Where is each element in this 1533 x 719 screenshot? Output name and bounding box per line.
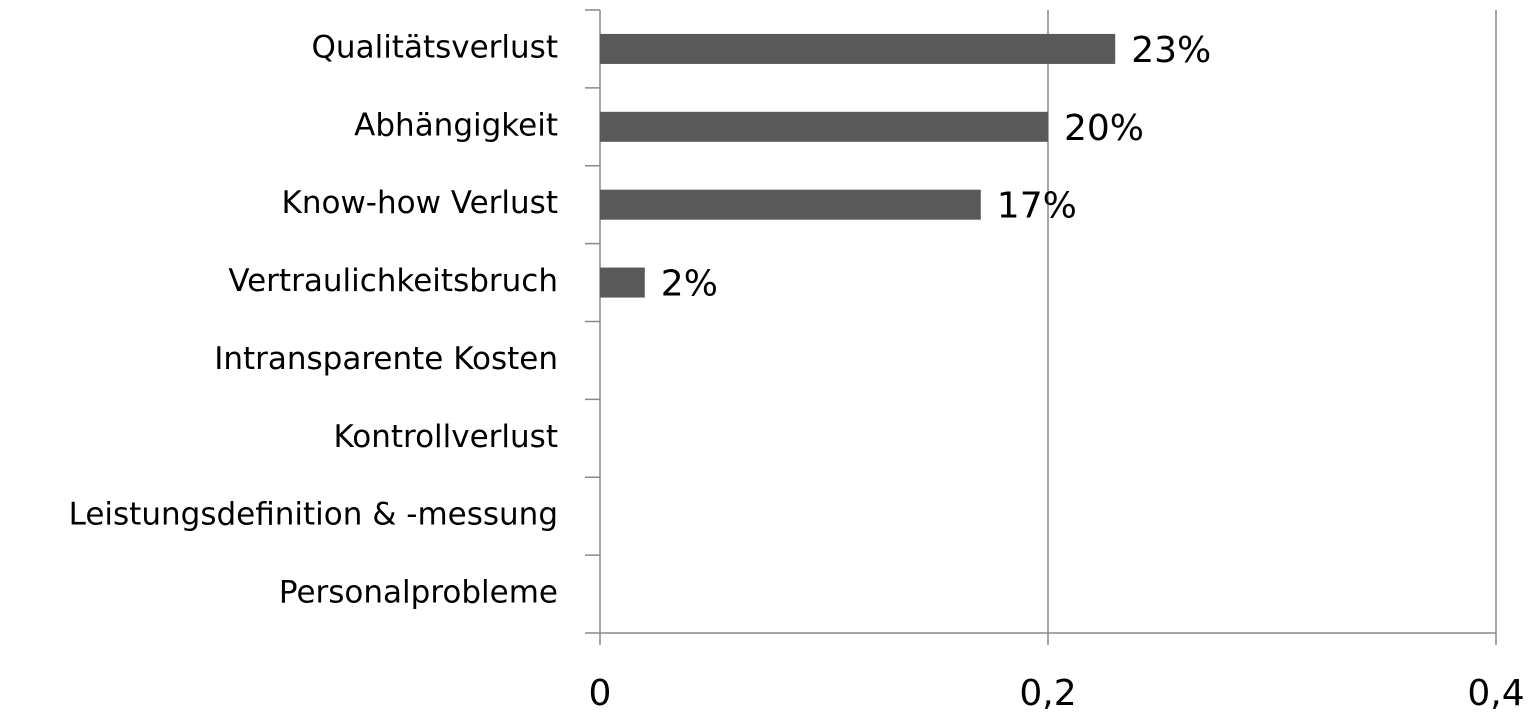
- x-tick-label: 0: [589, 673, 612, 714]
- bar: [600, 33, 1116, 64]
- y-tick-label: Know-how Verlust: [282, 185, 559, 221]
- y-tick-label: Abhängigkeit: [354, 107, 558, 143]
- x-tick-label: 0,2: [1019, 673, 1076, 714]
- y-tick-label: Leistungsdefinition & -messung: [69, 497, 558, 533]
- y-tick-label: Vertraulichkeitsbruch: [228, 263, 558, 299]
- data-label: 20%: [1064, 108, 1144, 149]
- y-tick-label: Intransparente Kosten: [214, 341, 558, 377]
- y-tick-label: Qualitätsverlust: [312, 29, 558, 65]
- bar: [600, 189, 981, 220]
- y-tick-label: Kontrollverlust: [333, 419, 558, 455]
- bar: [600, 267, 645, 298]
- data-label: 2%: [661, 264, 718, 305]
- y-tick-label: Personalprobleme: [279, 575, 558, 611]
- data-label: 17%: [997, 186, 1077, 227]
- bar: [600, 111, 1048, 142]
- data-label: 23%: [1131, 30, 1211, 71]
- x-tick-label: 0,4: [1467, 673, 1524, 714]
